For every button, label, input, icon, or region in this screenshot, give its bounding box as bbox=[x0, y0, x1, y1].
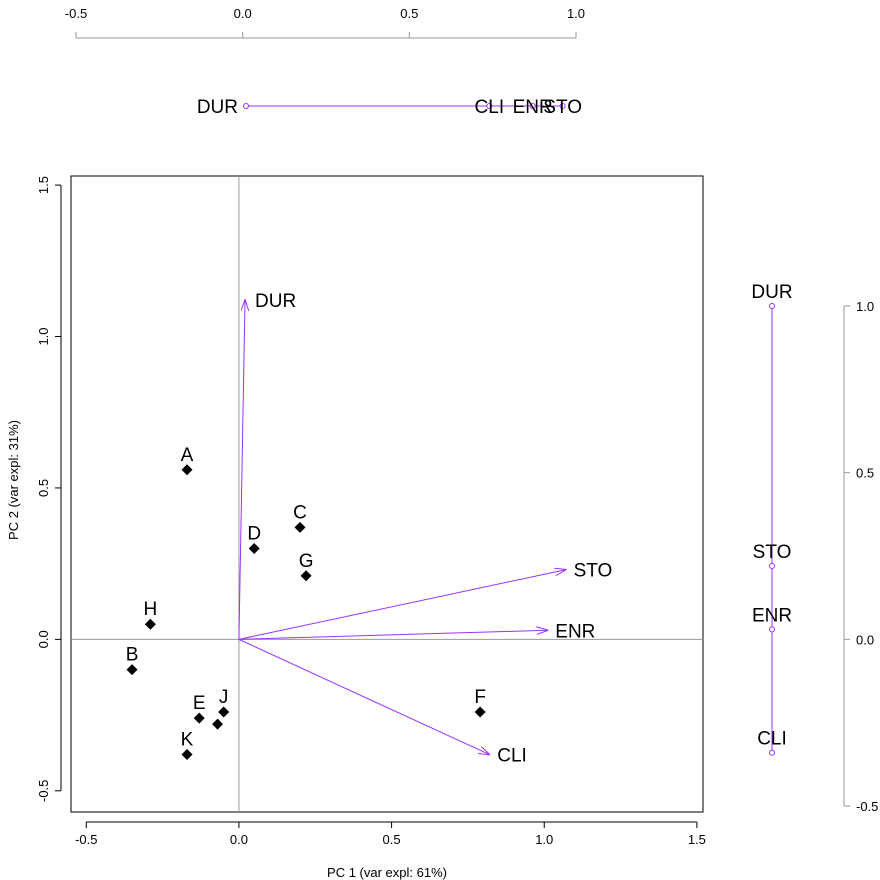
top-loading-label-dur: DUR bbox=[197, 97, 238, 118]
score-label-h: H bbox=[144, 599, 158, 620]
loading-arrow-dur bbox=[238, 300, 245, 640]
y-tick-label: 0.0 bbox=[36, 630, 51, 648]
right-tick-label: 0.5 bbox=[856, 466, 874, 481]
top-tick-label: 0.0 bbox=[234, 6, 252, 21]
right-loading-marker-cli bbox=[769, 749, 775, 756]
x-tick-label: 0.0 bbox=[230, 832, 248, 847]
loading-arrow-cli bbox=[238, 638, 489, 754]
right-loading-label-sto: STO bbox=[753, 542, 792, 563]
score-label-b: B bbox=[126, 645, 139, 666]
score-point-f bbox=[474, 706, 486, 718]
top-loading-label-sto: STO bbox=[543, 97, 582, 118]
top-loading-marker-cli bbox=[486, 103, 493, 109]
loading-arrow-sto bbox=[238, 570, 566, 640]
y-tick-label: 0.5 bbox=[36, 479, 51, 497]
x-tick-label: 1.0 bbox=[535, 832, 553, 847]
score-label-e: E bbox=[193, 693, 206, 714]
top-tick-label: -0.5 bbox=[65, 6, 87, 21]
top-loading-label-cli: CLI bbox=[475, 97, 505, 118]
x-tick-label: 1.5 bbox=[688, 832, 706, 847]
score-label-d: D bbox=[247, 524, 261, 545]
axis-labels-layer: PC 1 (var expl: 61%) PC 2 (var expl: 31%… bbox=[6, 420, 447, 880]
right-tick-label: 1.0 bbox=[856, 299, 874, 314]
score-point-c bbox=[294, 521, 306, 533]
score-label-f: F bbox=[474, 687, 486, 708]
x-axis-label: PC 1 (var expl: 61%) bbox=[327, 865, 447, 880]
loading-arrow-enr bbox=[238, 630, 547, 640]
score-label-j: J bbox=[219, 687, 229, 708]
score-point-k bbox=[181, 748, 193, 760]
plot-frame-layer: -0.5 0.0 0.5 1.0 1.5 -0.5 0.0 0.5 1.0 1.5 bbox=[36, 175, 706, 847]
right-tick-label: 0.0 bbox=[856, 632, 874, 647]
right-loading-marker-sto bbox=[769, 563, 775, 569]
score-point-j bbox=[218, 706, 230, 718]
top-loading-marker-enr bbox=[529, 103, 536, 109]
loading-label-enr: ENR bbox=[555, 621, 595, 642]
score-point-d bbox=[248, 543, 260, 555]
loading-arrows-layer: DUR STO ENR CLI bbox=[238, 291, 613, 766]
right-loading-label-dur: DUR bbox=[751, 282, 792, 303]
right-tick-label: -0.5 bbox=[856, 799, 878, 814]
plot-frame bbox=[70, 175, 704, 813]
score-point-e bbox=[193, 712, 205, 724]
right-loading-strip: -0.5 0.0 0.5 1.0 DUR STO ENR CLI bbox=[751, 282, 878, 814]
y-tick-label: -0.5 bbox=[36, 780, 51, 802]
score-label-a: A bbox=[181, 445, 194, 466]
scores-layer: A B C D E F G H J K bbox=[126, 445, 486, 760]
y-axis-label: PC 2 (var expl: 31%) bbox=[6, 420, 21, 540]
top-tick-label: 1.0 bbox=[567, 6, 585, 21]
top-loading-marker-sto bbox=[559, 103, 566, 109]
right-loading-marker-dur bbox=[769, 303, 775, 309]
score-point-g bbox=[300, 570, 312, 582]
score-point-b bbox=[126, 664, 138, 676]
score-point bbox=[212, 718, 224, 730]
score-label-g: G bbox=[299, 551, 314, 572]
loading-label-sto: STO bbox=[574, 561, 613, 582]
y-tick-label: 1.5 bbox=[36, 176, 51, 194]
top-loading-marker-dur bbox=[243, 103, 249, 109]
score-point-a bbox=[181, 464, 193, 476]
score-label-c: C bbox=[293, 502, 307, 523]
loading-label-cli: CLI bbox=[497, 745, 527, 766]
x-tick-label: -0.5 bbox=[75, 832, 97, 847]
x-tick-label: 0.5 bbox=[383, 832, 401, 847]
right-loading-label-cli: CLI bbox=[757, 729, 787, 750]
score-point-h bbox=[144, 618, 156, 630]
right-loading-label-enr: ENR bbox=[752, 605, 792, 626]
y-tick-label: 1.0 bbox=[36, 327, 51, 345]
loading-label-dur: DUR bbox=[255, 291, 296, 312]
top-tick-label: 0.5 bbox=[400, 6, 418, 21]
top-loading-label-enr: ENR bbox=[513, 97, 553, 118]
score-label-k: K bbox=[181, 729, 194, 750]
right-loading-marker-enr bbox=[769, 626, 775, 633]
reference-lines-layer bbox=[71, 176, 703, 812]
